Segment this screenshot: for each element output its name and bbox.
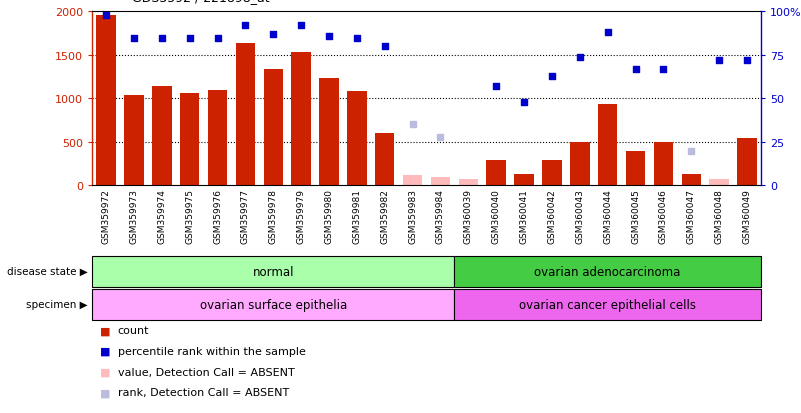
Point <box>545 73 558 80</box>
Bar <box>403 176 422 186</box>
Point <box>713 58 726 64</box>
Bar <box>92 289 454 320</box>
Bar <box>292 53 311 186</box>
Bar <box>92 256 454 287</box>
Point <box>267 32 280 38</box>
Point <box>685 148 698 154</box>
Point <box>183 35 196 42</box>
Point <box>657 66 670 73</box>
Point <box>378 44 391 50</box>
Bar <box>264 70 283 186</box>
Text: disease state ▶: disease state ▶ <box>7 266 88 277</box>
Bar <box>180 94 199 186</box>
Bar <box>682 175 701 186</box>
Point <box>155 35 168 42</box>
Point <box>211 35 224 42</box>
Point <box>323 33 336 40</box>
Point <box>489 84 502 90</box>
Text: ■: ■ <box>100 387 111 397</box>
Bar <box>486 161 506 186</box>
Text: specimen ▶: specimen ▶ <box>26 299 88 310</box>
Point <box>517 99 530 106</box>
Bar <box>542 161 562 186</box>
Bar <box>710 180 729 186</box>
Bar <box>235 44 256 186</box>
Text: ■: ■ <box>100 325 111 335</box>
Point <box>99 12 112 19</box>
Bar <box>96 16 116 186</box>
Bar <box>431 177 450 186</box>
Point <box>127 35 140 42</box>
Point <box>602 30 614 36</box>
Bar <box>207 90 227 186</box>
Point <box>629 66 642 73</box>
Point <box>239 23 252 30</box>
Text: count: count <box>118 325 149 335</box>
Text: ■: ■ <box>100 367 111 377</box>
Text: ovarian surface epithelia: ovarian surface epithelia <box>199 298 347 311</box>
Text: rank, Detection Call = ABSENT: rank, Detection Call = ABSENT <box>118 387 289 397</box>
Text: percentile rank within the sample: percentile rank within the sample <box>118 346 306 356</box>
Point <box>351 35 364 42</box>
Text: GDS3592 / 221898_at: GDS3592 / 221898_at <box>132 0 270 4</box>
Bar <box>514 175 533 186</box>
Bar <box>459 180 478 186</box>
Point <box>574 54 586 61</box>
Bar <box>570 142 590 186</box>
Bar <box>454 289 761 320</box>
Bar <box>626 151 646 186</box>
Bar <box>654 142 673 186</box>
Text: ovarian adenocarcinoma: ovarian adenocarcinoma <box>534 265 681 278</box>
Point <box>741 58 754 64</box>
Point <box>295 23 308 30</box>
Bar <box>152 87 171 186</box>
Text: ovarian cancer epithelial cells: ovarian cancer epithelial cells <box>519 298 696 311</box>
Bar <box>375 134 394 186</box>
Point <box>434 134 447 140</box>
Bar <box>737 139 757 186</box>
Bar <box>598 104 618 186</box>
Point <box>406 122 419 128</box>
Bar <box>454 256 761 287</box>
Text: ■: ■ <box>100 346 111 356</box>
Text: value, Detection Call = ABSENT: value, Detection Call = ABSENT <box>118 367 295 377</box>
Bar <box>320 79 339 186</box>
Text: normal: normal <box>252 265 294 278</box>
Bar <box>347 91 367 186</box>
Bar <box>124 96 143 186</box>
